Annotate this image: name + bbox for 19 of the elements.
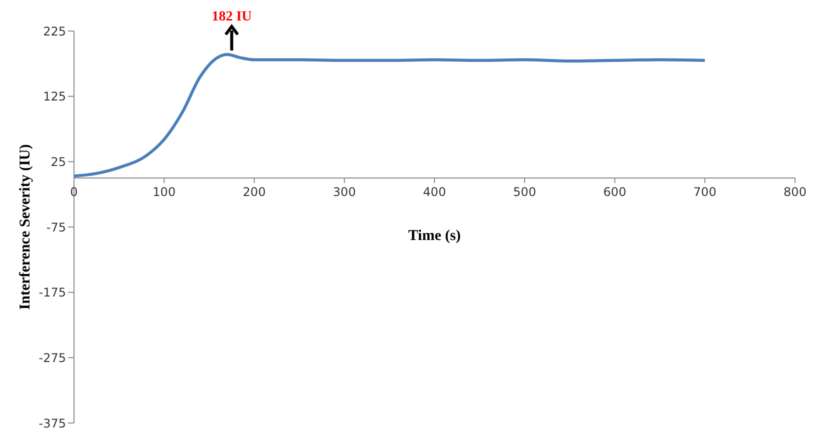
x-tick-label: 200 [242,185,266,199]
x-axis-title: Time (s) [408,228,461,244]
y-axis-title: Interference Severity (IU) [17,144,34,310]
y-tick-label: 125 [43,90,66,104]
y-tick-label: -375 [38,416,66,430]
y-tick-label: -275 [38,350,66,365]
x-tick-label: 700 [693,185,716,199]
x-tick-label: 600 [603,185,626,199]
x-tick-label: 500 [513,185,536,199]
annotation: 182 IU [212,10,252,25]
x-tick-label: 800 [784,185,806,199]
x-tick-label: 400 [423,185,446,199]
x-tick-label: 100 [152,185,176,199]
y-tick-label: -75 [46,220,66,234]
y-tick-label: 225 [43,24,66,38]
y-tick-label: 25 [50,154,66,169]
line-series [74,53,706,178]
x-tick-label: 300 [332,185,356,199]
y-tick-label: -175 [38,286,66,300]
